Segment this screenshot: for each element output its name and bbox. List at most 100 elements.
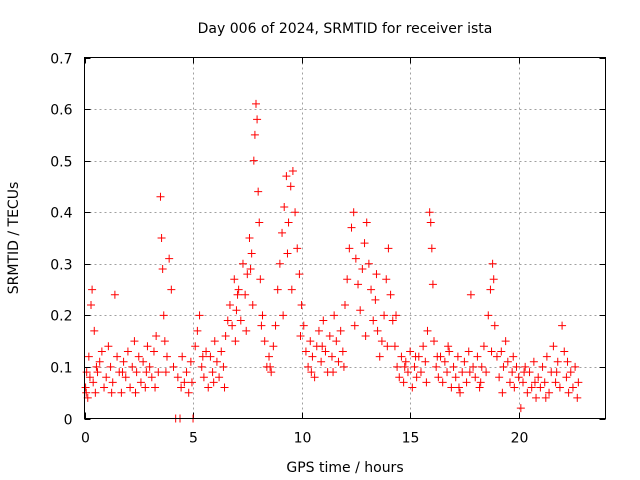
data-point (161, 368, 170, 377)
data-point (443, 368, 452, 377)
data-point (248, 301, 257, 310)
x-tick-label: 0 (81, 431, 90, 447)
data-point (238, 259, 247, 268)
data-point (191, 342, 200, 351)
data-point (492, 352, 501, 361)
data-point (152, 331, 161, 340)
data-point (438, 378, 447, 387)
data-point (128, 362, 137, 371)
data-point (145, 362, 154, 371)
data-point (422, 378, 431, 387)
data-point (571, 362, 580, 371)
y-axis-label: SRMTID / TECUs (6, 182, 22, 295)
data-point (479, 342, 488, 351)
data-point (510, 383, 519, 392)
y-tick-label: 0.6 (50, 103, 72, 119)
data-point (390, 342, 399, 351)
data-point (220, 383, 229, 392)
data-point (555, 383, 564, 392)
data-point (501, 337, 510, 346)
data-point (89, 378, 98, 387)
data-point (447, 383, 456, 392)
data-point (397, 352, 406, 361)
data-point (132, 368, 141, 377)
data-point (462, 378, 471, 387)
data-point (178, 352, 187, 361)
data-point (360, 239, 369, 248)
data-point (453, 352, 462, 361)
data-point (553, 357, 562, 366)
data-point (97, 347, 106, 356)
data-point (169, 362, 178, 371)
data-point (499, 362, 508, 371)
data-point (427, 244, 436, 253)
data-point (451, 373, 460, 382)
data-point (108, 378, 117, 387)
data-point (426, 218, 435, 227)
data-point (139, 357, 148, 366)
data-point (82, 388, 91, 397)
data-point (361, 331, 370, 340)
y-tick-label: 0.4 (50, 206, 72, 222)
data-point (162, 352, 171, 361)
axis-ticks: 0 0.1 0.2 0.3 0.4 0.5 0.6 0.7 0 5 10 15 20 (50, 52, 606, 447)
data-point (232, 306, 241, 315)
data-point (536, 383, 545, 392)
data-point (338, 347, 347, 356)
data-point (217, 347, 226, 356)
data-point (85, 373, 94, 382)
data-point (419, 342, 428, 351)
data-point (241, 290, 250, 299)
data-point (512, 362, 521, 371)
data-point (458, 368, 467, 377)
data-point (490, 321, 499, 330)
data-point (142, 368, 151, 377)
data-point (538, 362, 547, 371)
data-point (157, 234, 166, 242)
data-point (523, 388, 532, 397)
data-point (401, 357, 410, 366)
data-point (151, 383, 160, 392)
data-point (225, 301, 234, 310)
data-point (249, 156, 258, 165)
data-point (84, 352, 93, 361)
data-point (310, 373, 319, 382)
data-point (400, 362, 409, 371)
data-point (288, 166, 297, 175)
data-point (107, 388, 116, 397)
data-point (254, 187, 263, 196)
data-point (349, 208, 358, 217)
data-point (395, 373, 404, 382)
data-point (358, 264, 367, 273)
data-point (434, 373, 443, 382)
data-point (230, 275, 239, 284)
data-point (287, 285, 296, 294)
data-point (301, 347, 310, 356)
data-point (530, 378, 539, 387)
data-point (393, 362, 402, 371)
data-point (356, 306, 365, 315)
data-point (428, 280, 437, 289)
data-point (445, 347, 454, 356)
data-point (347, 223, 356, 232)
data-point (551, 378, 560, 387)
data-point (469, 362, 478, 371)
data-point (477, 362, 486, 371)
data-point (204, 383, 213, 392)
data-point (283, 249, 292, 258)
data-point (275, 259, 284, 268)
data-point (329, 368, 338, 377)
data-point (432, 362, 441, 371)
data-point (520, 368, 529, 377)
data-point (297, 301, 306, 310)
data-point (519, 378, 528, 387)
data-point (475, 383, 484, 392)
x-axis-label: GPS time / hours (286, 460, 403, 476)
data-point (545, 388, 554, 397)
data-point (123, 347, 132, 356)
data-points (81, 99, 583, 423)
data-point (486, 285, 495, 294)
data-point (566, 368, 575, 377)
data-point (113, 352, 122, 361)
